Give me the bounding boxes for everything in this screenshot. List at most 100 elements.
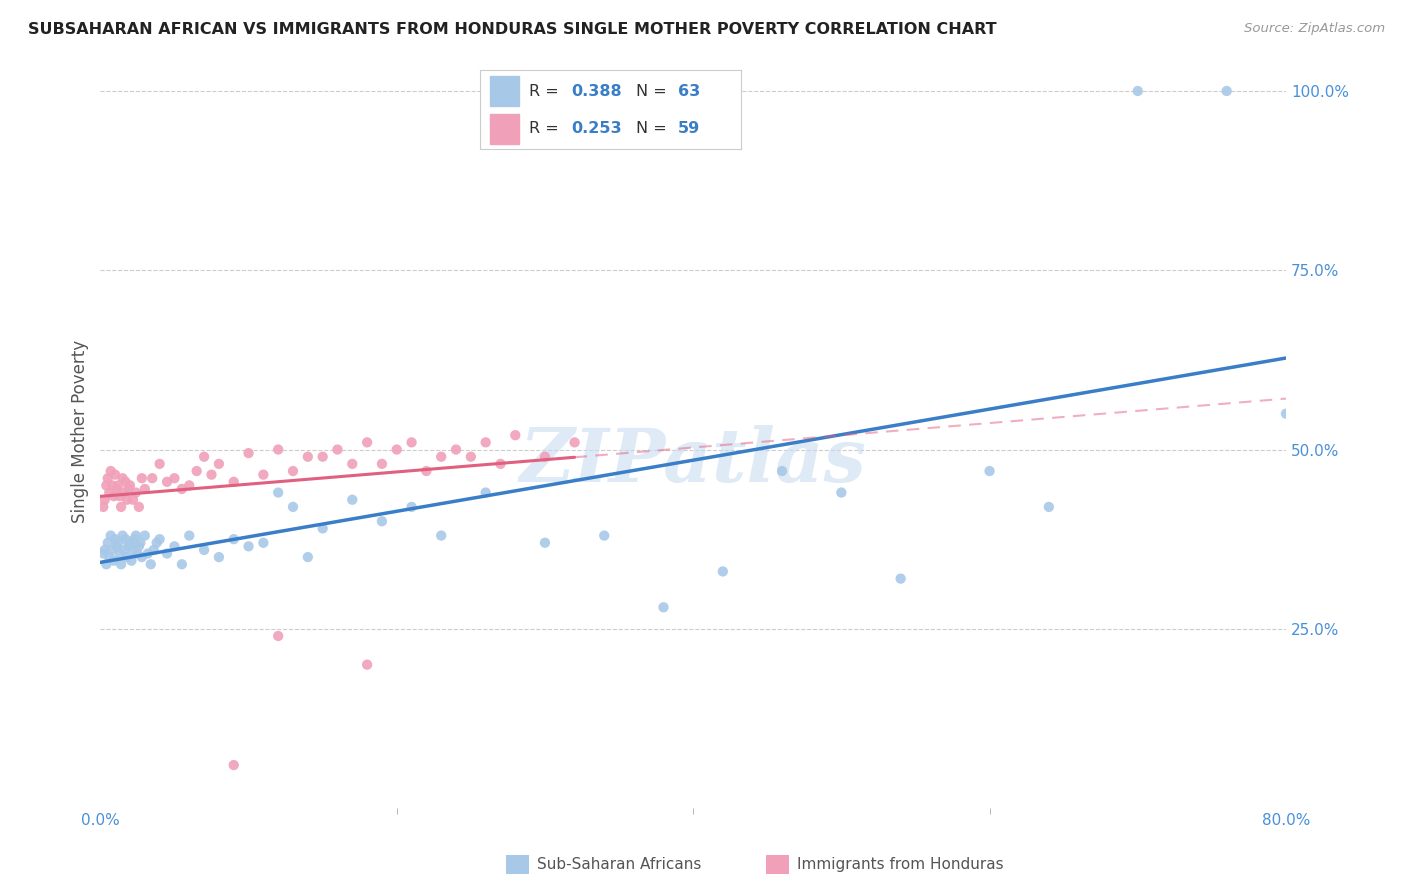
Point [281, 464, 304, 478]
Point [141, 471, 163, 485]
Point [326, 442, 349, 457]
Point [112, 485, 135, 500]
Point [100, 464, 122, 478]
Point [107, 478, 129, 492]
Point [534, 450, 557, 464]
Text: Sub-Saharan Africans: Sub-Saharan Africans [537, 857, 702, 871]
Point [112, 543, 135, 558]
Point [108, 547, 131, 561]
Point [652, 600, 675, 615]
Point [356, 657, 378, 672]
Point [401, 435, 423, 450]
Point [1275, 407, 1298, 421]
Point [98, 550, 121, 565]
Point [193, 543, 215, 558]
Point [131, 471, 153, 485]
Point [489, 457, 512, 471]
Point [104, 467, 127, 482]
Point [131, 550, 153, 565]
Point [186, 464, 208, 478]
Point [107, 535, 129, 549]
Point [122, 492, 145, 507]
Point [979, 464, 1001, 478]
Point [98, 485, 121, 500]
Point [430, 450, 453, 464]
Point [156, 547, 179, 561]
Point [103, 489, 125, 503]
Point [163, 471, 186, 485]
Point [267, 485, 290, 500]
Point [356, 435, 378, 450]
Y-axis label: Single Mother Poverty: Single Mother Poverty [72, 340, 89, 524]
Point [156, 475, 179, 489]
Point [111, 471, 134, 485]
Point [564, 435, 586, 450]
Point [97, 471, 120, 485]
Point [222, 475, 245, 489]
Point [297, 450, 319, 464]
Point [311, 521, 333, 535]
Point [145, 535, 167, 549]
Point [115, 550, 138, 565]
Point [136, 547, 159, 561]
Point [711, 565, 734, 579]
Point [1215, 84, 1237, 98]
Point [105, 539, 128, 553]
Text: Source: ZipAtlas.com: Source: ZipAtlas.com [1244, 22, 1385, 36]
Point [127, 547, 149, 561]
Point [534, 535, 557, 549]
Point [134, 528, 156, 542]
Point [1038, 500, 1060, 514]
Point [342, 492, 364, 507]
Point [430, 528, 453, 542]
Point [96, 478, 118, 492]
Point [94, 492, 117, 507]
Point [124, 532, 146, 546]
Point [114, 532, 136, 546]
Point [311, 450, 333, 464]
Point [208, 550, 231, 565]
Point [101, 543, 124, 558]
Point [129, 535, 152, 549]
Point [267, 442, 290, 457]
Point [128, 500, 150, 514]
Point [401, 500, 423, 514]
Point [252, 467, 274, 482]
Point [415, 464, 437, 478]
Point [128, 539, 150, 553]
Point [121, 554, 143, 568]
Text: SUBSAHARAN AFRICAN VS IMMIGRANTS FROM HONDURAS SINGLE MOTHER POVERTY CORRELATION: SUBSAHARAN AFRICAN VS IMMIGRANTS FROM HO… [28, 22, 997, 37]
Point [252, 535, 274, 549]
Point [142, 543, 165, 558]
Point [385, 442, 408, 457]
Point [94, 543, 117, 558]
Point [238, 539, 260, 553]
Point [110, 558, 132, 572]
Point [444, 442, 467, 457]
Point [163, 539, 186, 553]
Point [91, 547, 114, 561]
Point [101, 478, 124, 492]
Point [117, 482, 139, 496]
Point [149, 457, 172, 471]
Point [593, 528, 616, 542]
Point [97, 535, 120, 549]
Point [238, 446, 260, 460]
Point [170, 482, 193, 496]
Point [108, 489, 131, 503]
Point [179, 478, 201, 492]
Point [208, 457, 231, 471]
Point [118, 535, 141, 549]
Point [460, 450, 482, 464]
Point [134, 482, 156, 496]
Text: Immigrants from Honduras: Immigrants from Honduras [797, 857, 1004, 871]
Point [1126, 84, 1149, 98]
Point [222, 532, 245, 546]
Text: ZIPatlas: ZIPatlas [520, 425, 866, 498]
Point [342, 457, 364, 471]
Point [103, 554, 125, 568]
Point [122, 543, 145, 558]
Point [222, 758, 245, 772]
Point [115, 492, 138, 507]
Point [96, 558, 118, 572]
